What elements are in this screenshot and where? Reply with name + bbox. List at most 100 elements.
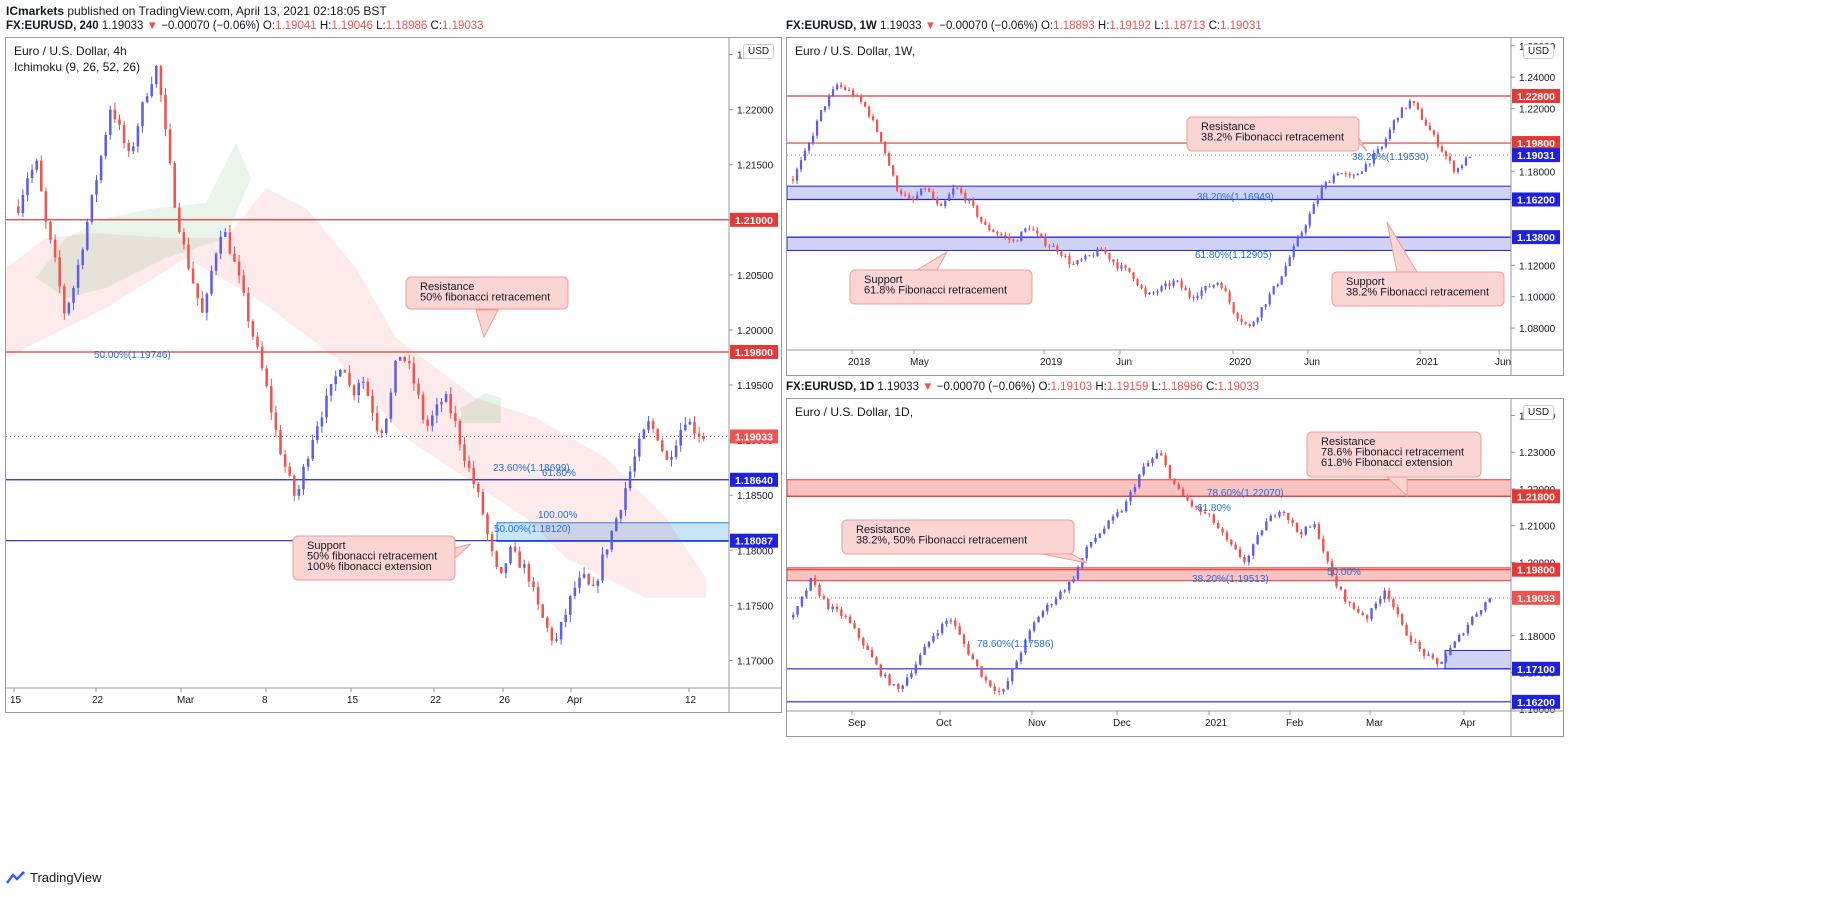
- candle-body: [868, 106, 871, 117]
- level-price-tag: [1512, 694, 1560, 709]
- candle-body: [1068, 581, 1071, 591]
- annotation-text: 100% fibonacci extension: [307, 561, 432, 573]
- ohlc-line-4h: FX:EURUSD, 240 1.19033 ▼ −0.00070 (−0.06…: [6, 20, 484, 32]
- level-price-label: 1.19800: [1517, 565, 1555, 577]
- candle-body: [605, 549, 609, 555]
- annotation-box: [405, 276, 569, 310]
- candle-body: [1420, 109, 1424, 120]
- candle-body: [1012, 239, 1015, 241]
- level-price-label: 1.16200: [1517, 194, 1555, 206]
- chart-panel-1d[interactable]: 78.60%(1.22070) 61.80% 38.20%(1.19513) 50.0…: [786, 398, 1564, 737]
- time-axis-label: 12: [685, 695, 697, 706]
- candle-body: [1440, 661, 1443, 664]
- candle-body: [1462, 633, 1465, 635]
- candle-body: [988, 224, 991, 230]
- fib-label: 38.20%(1.19513): [1192, 574, 1269, 585]
- candle-body: [1024, 228, 1027, 232]
- annotation-text: 61.8% Fibonacci retracement: [864, 285, 1007, 297]
- time-axis-label: Jun: [1495, 357, 1511, 368]
- candle-body: [1107, 520, 1110, 529]
- time-axis-label: 2020: [1229, 357, 1252, 368]
- candle-body: [1060, 251, 1063, 256]
- candle-body: [1056, 245, 1059, 252]
- candle-body: [81, 249, 84, 266]
- time-axis-label: 2018: [848, 357, 871, 368]
- symbol-label[interactable]: FX:EURUSD, 1D: [786, 381, 875, 393]
- publisher-name[interactable]: ICmarkets: [6, 4, 65, 18]
- level-price-tag: [1512, 230, 1560, 245]
- time-axis-label: Feb: [1286, 718, 1304, 729]
- candle-body: [1431, 654, 1435, 659]
- currency-button[interactable]: USD: [743, 44, 775, 59]
- low-value: 1.18986: [385, 20, 428, 32]
- candle-body: [40, 160, 43, 192]
- candle-body: [1383, 590, 1386, 600]
- price-axis-label: 1.08000: [1519, 324, 1556, 335]
- time-axis-label: Apr: [1460, 718, 1476, 729]
- price-axis-label: 1.10000: [1519, 293, 1556, 304]
- candle-body: [182, 232, 186, 245]
- candle-body: [1148, 292, 1151, 295]
- last-price: 1.19033: [101, 20, 144, 32]
- candle-body: [260, 346, 264, 369]
- candle-body: [992, 229, 995, 233]
- down-arrow-icon: ▼: [924, 20, 937, 32]
- candle-body: [1312, 204, 1315, 214]
- tradingview-footer[interactable]: TradingView: [6, 870, 102, 885]
- candle-body: [1418, 642, 1421, 649]
- candle-body: [853, 623, 856, 629]
- chart-canvas-1d[interactable]: 78.60%(1.22070) 61.80% 38.20%(1.19513) 50.0…: [787, 399, 1563, 736]
- tradingview-logo-icon: [6, 870, 25, 884]
- symbol-label[interactable]: FX:EURUSD, 240: [6, 20, 99, 32]
- symbol-label[interactable]: FX:EURUSD, 1W: [786, 20, 877, 32]
- candle-body: [1295, 522, 1299, 532]
- candle-body: [1453, 641, 1456, 648]
- candle-body: [952, 188, 955, 195]
- candle-body: [371, 395, 374, 414]
- candle-body: [1409, 635, 1413, 642]
- indicator-label[interactable]: Ichimoku (9, 26, 52, 26): [14, 60, 141, 74]
- candle-body: [1236, 312, 1239, 319]
- candle-body: [928, 188, 931, 192]
- chart-panel-4h[interactable]: 50.00%(1.19746) 23.60%(1.18699) 61.80% 100.…: [5, 37, 782, 713]
- price-axis-label: 1.24000: [1519, 73, 1556, 84]
- time-axis-label: Nov: [1028, 718, 1046, 729]
- annotation-text: 38.2% Fibonacci retracement: [1201, 132, 1344, 144]
- candle-body: [1224, 287, 1227, 292]
- candle-body: [1322, 538, 1325, 552]
- candle-body: [449, 394, 452, 414]
- candle-body: [1050, 604, 1053, 606]
- candle-body: [1444, 151, 1448, 157]
- price-axis-label: 1.12000: [1519, 261, 1556, 272]
- candle-body: [1328, 182, 1331, 184]
- candle-body: [297, 489, 301, 496]
- candle-body: [610, 531, 613, 550]
- candle-body: [967, 643, 970, 655]
- candle-body: [1448, 156, 1452, 161]
- level-price-tag: [1512, 489, 1560, 504]
- candle-body: [1339, 586, 1343, 590]
- chart-canvas-1w[interactable]: 38.20%(1.19530) 38.20%(1.16949) 61.80%(1.1…: [787, 38, 1563, 375]
- annotation-box: [1186, 116, 1360, 152]
- chart-panel-1w[interactable]: 38.20%(1.19530) 38.20%(1.16949) 61.80%(1.1…: [786, 37, 1564, 376]
- candle-body: [454, 413, 457, 421]
- candle-body: [892, 684, 896, 686]
- chart-canvas-4h[interactable]: 50.00%(1.19746) 23.60%(1.18699)61.80% 100.…: [6, 38, 781, 712]
- annotation-text: 50% fibonacci retracement: [420, 292, 550, 304]
- level-price-label: 1.16200: [1517, 697, 1555, 709]
- candle-body: [980, 216, 983, 222]
- candle-body: [1304, 526, 1308, 535]
- candle-body: [274, 412, 278, 431]
- currency-button[interactable]: USD: [1523, 405, 1555, 420]
- candle-body: [1152, 292, 1155, 294]
- down-arrow-icon: ▼: [146, 20, 159, 32]
- candle-body: [1291, 519, 1294, 523]
- candle-body: [1244, 321, 1247, 324]
- level-price-label: 1.18640: [735, 475, 773, 487]
- candle-body: [1156, 291, 1159, 293]
- candle-body: [122, 124, 126, 144]
- candle-body: [1195, 506, 1198, 508]
- candle-body: [1330, 561, 1334, 577]
- candle-body: [109, 109, 112, 135]
- currency-button[interactable]: USD: [1523, 44, 1555, 59]
